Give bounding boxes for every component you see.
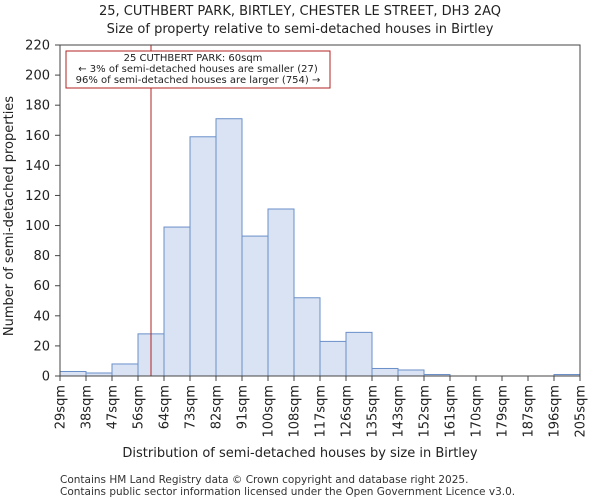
bars-group (59, 118, 581, 377)
x-tick-label: 143sqm (392, 385, 407, 438)
bar-82sqm (215, 118, 243, 377)
bar-91sqm (241, 235, 269, 377)
annotation-line-3: 96% of semi-detached houses are larger (… (76, 75, 321, 86)
bar-117sqm (319, 340, 347, 377)
x-tick-label: 117sqm (314, 385, 329, 438)
x-tick-label: 56sqm (132, 385, 147, 429)
x-axis-label: Distribution of semi-detached houses by … (122, 446, 478, 461)
annotation-line-2: ← 3% of semi-detached houses are smaller… (78, 64, 318, 75)
y-axis-label: Number of semi-detached properties (2, 96, 17, 336)
chart-subtitle: Size of property relative to semi-detach… (107, 22, 494, 37)
x-tick-label: 38sqm (80, 385, 95, 429)
x-tick-label: 152sqm (418, 385, 433, 438)
x-tick-label: 82sqm (210, 385, 225, 429)
x-tick-label: 29sqm (54, 385, 69, 429)
x-tick-label: 64sqm (158, 385, 173, 429)
y-tick-label: 0 (42, 370, 50, 385)
bar-108sqm (293, 297, 321, 377)
annotation-frame (65, 50, 331, 89)
x-tick-label: 126sqm (340, 385, 355, 438)
y-tick-label: 40 (33, 309, 50, 324)
footer-line-2: Contains public sector information licen… (60, 486, 515, 498)
y-tick-label: 20 (33, 339, 50, 354)
y-tick-label: 220 (25, 39, 50, 54)
y-tick-label: 120 (25, 189, 50, 204)
y-tick-label: 100 (25, 219, 50, 234)
x-tick-label: 73sqm (184, 385, 199, 429)
x-tick-label: 135sqm (366, 385, 381, 438)
x-tick-label: 187sqm (522, 385, 537, 438)
bar-135sqm (371, 367, 399, 377)
x-tick-label: 47sqm (106, 385, 121, 429)
bar-126sqm (345, 331, 373, 377)
x-tick-label: 196sqm (548, 385, 563, 438)
x-tick-label: 170sqm (470, 385, 485, 438)
x-tick-label: 179sqm (496, 385, 511, 438)
y-tick-label: 200 (25, 69, 50, 84)
x-axis-ticks: 29sqm 38sqm 47sqm 56sqm 64sqm 73sqm 82sqm 91sqm… (54, 376, 589, 438)
annotation-box: 25 CUTHBERT PARK: 60sqm ← 3% of semi-det… (65, 50, 331, 89)
y-tick-label: 60 (33, 279, 50, 294)
bar-100sqm (267, 208, 295, 377)
x-tick-label: 100sqm (262, 385, 277, 438)
y-tick-label: 180 (25, 99, 50, 114)
y-tick-label: 80 (33, 249, 50, 264)
bar-73sqm (189, 136, 217, 377)
annotation-line-1: 25 CUTHBERT PARK: 60sqm (124, 53, 263, 64)
bar-143sqm (397, 369, 425, 377)
x-tick-label: 91sqm (236, 385, 251, 429)
x-tick-label: 108sqm (288, 385, 303, 438)
chart-title: 25, CUTHBERT PARK, BIRTLEY, CHESTER LE S… (99, 4, 501, 19)
bar-47sqm (111, 363, 139, 377)
bar-64sqm (163, 226, 191, 377)
bar-29sqm (59, 370, 87, 377)
y-axis-ticks: 0 20 40 60 80 100 120 140 160 180 200 220 (25, 39, 60, 385)
x-tick-label: 161sqm (444, 385, 459, 438)
y-tick-label: 160 (25, 129, 50, 144)
x-tick-label: 205sqm (574, 385, 589, 438)
y-tick-label: 140 (25, 159, 50, 174)
footer-line-1: Contains HM Land Registry data © Crown c… (60, 474, 468, 486)
